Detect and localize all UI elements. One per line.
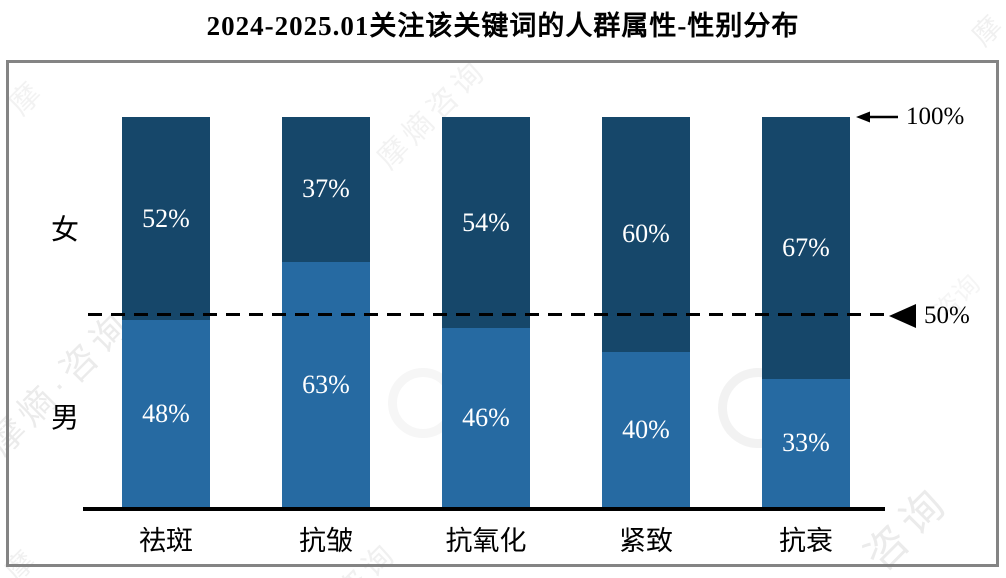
bar-value-label: 60% <box>622 219 670 249</box>
fifty-percent-marker: 50% <box>889 302 970 330</box>
bar-value-label: 52% <box>142 203 190 233</box>
bar-segment-female-抗氧化: 54% <box>442 117 530 329</box>
hundred-percent-marker: 100% <box>856 103 964 131</box>
bar-value-label: 46% <box>462 403 510 433</box>
fifty-percent-reference-line <box>88 313 886 316</box>
bar-segment-male-抗氧化: 46% <box>442 328 530 508</box>
hundred-percent-label: 100% <box>906 103 965 130</box>
chart-title: 2024-2025.01关注该关键词的人群属性-性别分布 <box>206 11 800 41</box>
bar-segment-male-抗皱: 63% <box>282 261 370 508</box>
x-axis-line <box>83 507 885 511</box>
bar-value-label: 40% <box>622 414 670 444</box>
fifty-percent-label: 50% <box>924 302 970 329</box>
bar-segment-male-抗衰: 33% <box>762 378 850 508</box>
category-label-抗皱: 抗皱 <box>299 526 353 556</box>
bar-segment-female-抗衰: 67% <box>762 117 850 379</box>
bar-segment-male-紧致: 40% <box>602 351 690 508</box>
left-arrow-icon <box>856 111 898 123</box>
series-label-female: 女 <box>50 215 79 246</box>
series-label-male: 男 <box>50 403 79 434</box>
category-label-紧致: 紧致 <box>619 526 673 556</box>
category-label-抗衰: 抗衰 <box>779 526 833 556</box>
bar-value-label: 37% <box>302 174 350 204</box>
category-label-抗氧化: 抗氧化 <box>445 526 527 556</box>
bar-segment-female-抗皱: 37% <box>282 117 370 262</box>
bar-value-label: 54% <box>462 207 510 237</box>
bar-value-label: 63% <box>302 369 350 399</box>
bar-segment-female-祛斑: 52% <box>122 117 210 321</box>
bar-segment-female-紧致: 60% <box>602 117 690 352</box>
bar-value-label: 48% <box>142 399 190 429</box>
category-label-祛斑: 祛斑 <box>139 526 193 556</box>
bar-value-label: 67% <box>782 232 830 262</box>
left-triangle-icon <box>889 304 916 328</box>
bar-segment-male-祛斑: 48% <box>122 320 210 508</box>
bar-value-label: 33% <box>782 428 830 458</box>
